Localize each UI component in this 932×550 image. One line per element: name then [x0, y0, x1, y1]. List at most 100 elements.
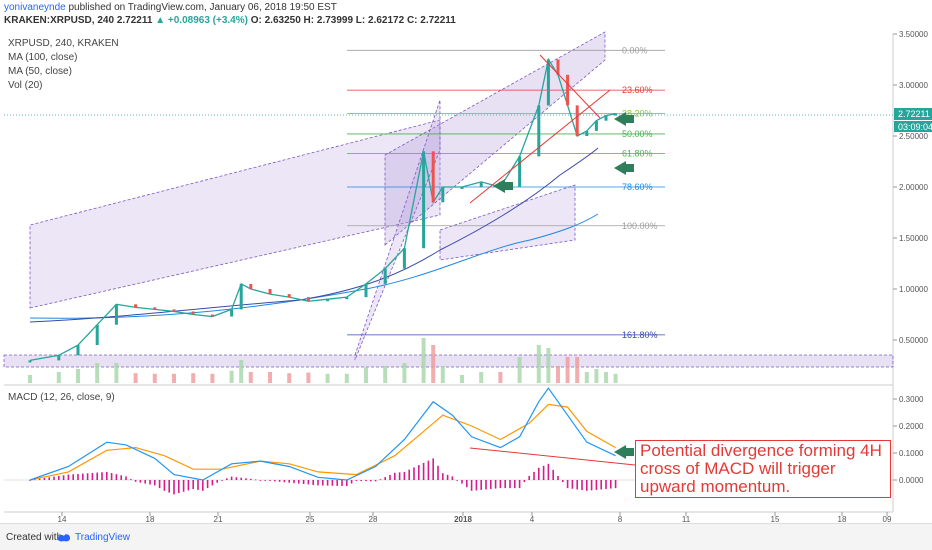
legend-ma50: MA (50, close): [8, 66, 72, 77]
author-link[interactable]: yonivaneynde: [4, 2, 66, 13]
annotation-text: Potential divergence forming 4H cross of…: [640, 441, 882, 496]
volume-bar: [536, 345, 541, 383]
macd-hist-bar: [581, 480, 583, 491]
macd-hist-bar: [389, 474, 391, 480]
macd-hist-bar: [312, 480, 314, 485]
macd-hist-bar: [144, 480, 146, 484]
price-candle: [28, 360, 32, 363]
time-tick-label: 09: [883, 515, 892, 524]
macd-hist-bar: [250, 478, 252, 480]
macd-hist-bar: [398, 472, 401, 480]
time-tick-label: 21: [214, 515, 223, 524]
price-candle: [604, 115, 608, 121]
macd-hist-bar: [456, 480, 458, 481]
volume-bar: [565, 357, 570, 383]
macd-hist-bar: [235, 477, 238, 480]
macd-hist-bar: [139, 480, 142, 483]
macd-hist-bar: [427, 460, 430, 480]
macd-hist-bar: [571, 480, 574, 489]
price-candle: [441, 187, 445, 203]
arrow-icon: [614, 445, 634, 459]
volume-bar: [56, 372, 61, 383]
volume-bar: [268, 372, 272, 383]
countdown-tag: [894, 121, 932, 132]
volume-bar: [76, 369, 80, 383]
macd-hist-bar: [288, 480, 290, 483]
macd-hist-bar: [48, 477, 50, 480]
macd-hist-bar: [466, 480, 468, 488]
macd-hist-bar: [610, 480, 612, 489]
macd-hist-bar: [341, 480, 343, 486]
macd-hist-bar: [470, 480, 473, 491]
volume-bar: [229, 370, 234, 383]
price-candle: [546, 59, 550, 106]
price-candle: [345, 297, 349, 300]
macd-hist-bar: [254, 479, 257, 481]
price-candle: [614, 113, 618, 116]
volume-bar: [344, 373, 349, 383]
macd-hist-bar: [355, 480, 358, 481]
annotation-box: Potential divergence forming 4H cross of…: [635, 440, 891, 498]
macd-hist-bar: [206, 480, 209, 489]
volume-bar: [517, 357, 522, 383]
macd-hist-bar: [178, 480, 180, 494]
macd-hist-bar: [504, 480, 506, 489]
macd-hist-bar: [600, 480, 602, 490]
price-candle: [210, 314, 214, 317]
macd-hist-bar: [77, 473, 79, 480]
price-candle: [114, 304, 118, 325]
trend-line-down: [539, 54, 601, 119]
macd-hist-bar: [67, 474, 70, 480]
macd-hist-bar: [451, 476, 454, 480]
macd-hist-bar: [547, 463, 550, 480]
macd-hist-bar: [422, 462, 425, 480]
macd-axis-labels: 0.3000 0.2000 0.1000 0.0000: [893, 395, 924, 485]
volume-bar: [172, 373, 176, 383]
price-candle: [422, 151, 426, 249]
macd-hist-bar: [485, 480, 487, 490]
volume-bar: [287, 373, 292, 383]
time-tick-label: 18: [146, 515, 155, 524]
macd-hist-bar: [106, 471, 108, 480]
macd-hist-bar: [605, 480, 607, 489]
footer-brand[interactable]: TradingView: [75, 532, 131, 543]
time-tick-label: 25: [306, 515, 315, 524]
price-candle: [172, 309, 176, 312]
price-candle: [556, 59, 560, 75]
macd-hist-bar: [542, 465, 545, 480]
macd-hist-bar: [221, 480, 223, 481]
price-candle: [249, 283, 253, 289]
volume-bar: [556, 366, 560, 383]
macd-hist-bar: [202, 480, 204, 491]
macd-hist-bar: [72, 474, 74, 480]
legend-symbol: XRPUSD, 240, KRAKEN: [8, 38, 119, 49]
publish-info: published on TradingView.com, January 06…: [68, 2, 337, 13]
macd-hist-bar: [336, 480, 338, 486]
price-candle: [575, 105, 579, 136]
fib-label: 78.60%: [622, 182, 653, 192]
volume-bar: [402, 363, 407, 383]
fib-label: 161.80%: [622, 330, 658, 340]
macd-hist-bar: [38, 478, 41, 480]
fibonacci-levels: 0.00% 23.60% 38.20% 50.00% 61.80% 78.60% 100.0…: [347, 45, 665, 340]
volume-bar: [440, 366, 445, 383]
price-candle: [460, 187, 464, 189]
macd-hist-bar: [302, 480, 305, 485]
ma100-line: [29, 213, 599, 319]
macd-line: [29, 387, 616, 481]
price-candle: [76, 345, 80, 356]
macd-hist-bar: [317, 480, 319, 486]
macd-hist-bar: [413, 467, 415, 480]
price-candle: [431, 151, 435, 203]
footer-created: Created with: [6, 532, 63, 543]
macd-hist-bar: [538, 467, 540, 480]
macd-hist-bar: [566, 480, 569, 489]
macd-hist-bar: [91, 472, 94, 480]
price-chart[interactable]: 0.00% 23.60% 38.20% 50.00% 61.80% 78.60% 100.0…: [0, 0, 932, 524]
legend-volume: Vol (20): [8, 80, 43, 91]
macd-hist-bar: [274, 480, 276, 482]
arrow-icon: [614, 112, 634, 126]
macd-hist-bar: [461, 480, 463, 484]
macd-hist-bar: [53, 476, 55, 480]
price-candle: [134, 304, 138, 308]
